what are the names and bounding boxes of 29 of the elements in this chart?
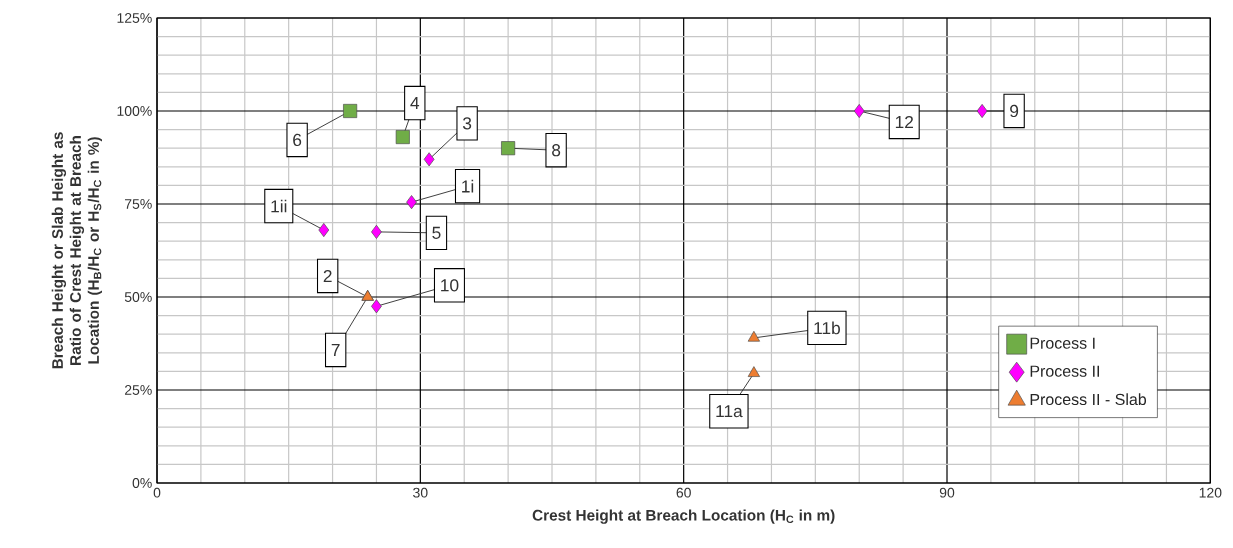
y-tick-label: 100% bbox=[117, 106, 152, 116]
x-tick-label: 60 bbox=[676, 487, 691, 498]
annotation: 11b bbox=[814, 321, 840, 335]
annotation: 4 bbox=[410, 97, 420, 109]
annotation: 1i bbox=[462, 179, 474, 193]
annotation: 2 bbox=[323, 269, 332, 283]
x-tick-label: 90 bbox=[939, 487, 955, 498]
x-tick-label: 120 bbox=[1199, 487, 1222, 498]
x-tick-label: 30 bbox=[413, 487, 428, 498]
x-tick-label: 0 bbox=[153, 487, 161, 498]
legend-label: Process II bbox=[1030, 365, 1099, 377]
annotation: 12 bbox=[895, 115, 913, 129]
annotation: 8 bbox=[552, 144, 561, 157]
y-tick-label: 25% bbox=[124, 385, 152, 395]
y-tick-label: 75% bbox=[124, 199, 152, 209]
annotation: 11a bbox=[716, 405, 743, 418]
annotation: 6 bbox=[293, 133, 302, 147]
annotation: 9 bbox=[1010, 104, 1019, 118]
annotation: 10 bbox=[441, 279, 459, 292]
annotation: 7 bbox=[331, 344, 340, 356]
y-tick-label: 125% bbox=[117, 13, 152, 23]
legend-label: Process II - Slab bbox=[1030, 393, 1147, 406]
x-axis-title: Crest Height at Breach Location (H$_{C}$ in m) bbox=[532, 509, 835, 524]
annotation: 5 bbox=[432, 226, 441, 239]
annotation: 1ii bbox=[271, 199, 287, 213]
annotation: 3 bbox=[462, 117, 472, 130]
y-tick-label: 50% bbox=[124, 292, 152, 302]
y-tick-label: 0% bbox=[132, 478, 152, 488]
legend-label: Process I bbox=[1030, 337, 1095, 349]
